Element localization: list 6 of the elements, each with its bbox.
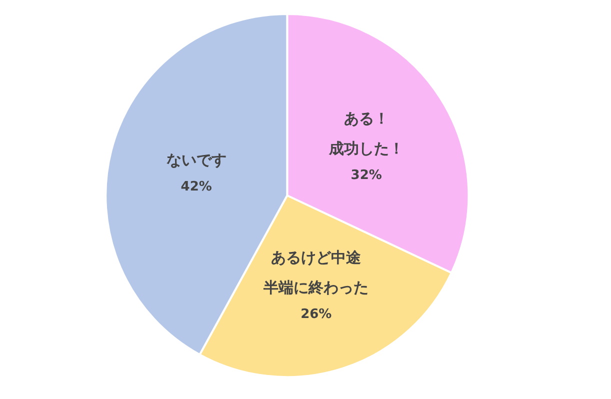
data-label: 32%	[350, 168, 382, 183]
slice-label: あるけど中途半端に終わった	[262, 248, 369, 297]
data-label: 26%	[300, 307, 332, 322]
slice-label: ないです	[166, 151, 226, 170]
slice-label: ある！成功した！	[328, 109, 404, 158]
data-label: 42%	[180, 180, 212, 195]
